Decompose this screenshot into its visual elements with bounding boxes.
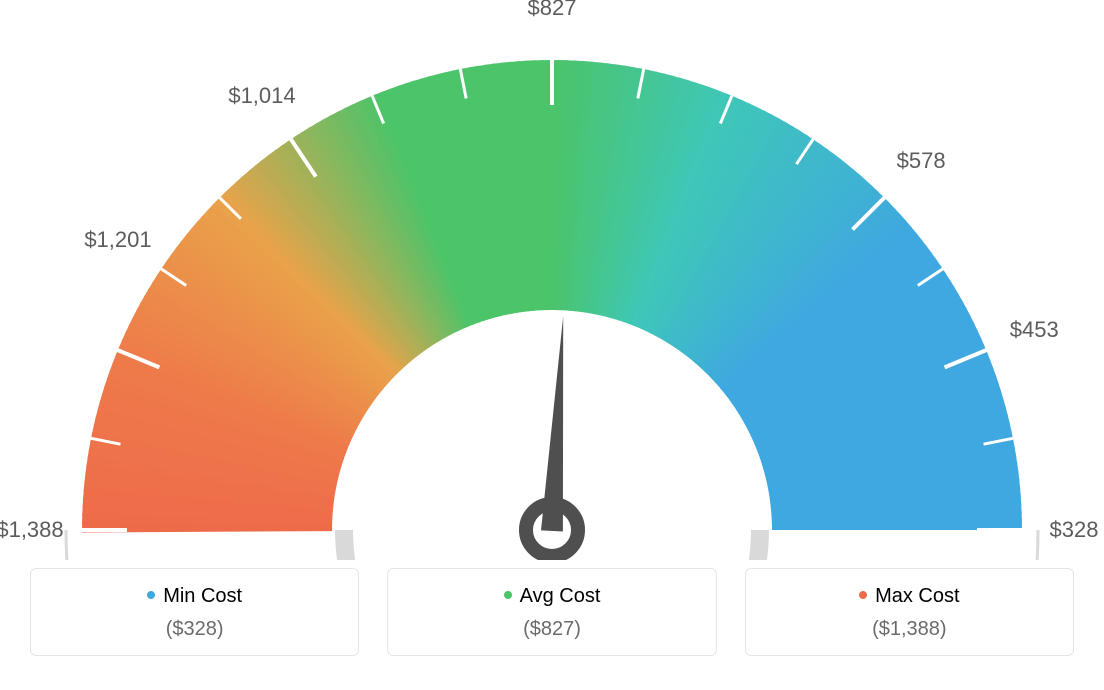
legend-title-max: Max Cost (758, 585, 1061, 608)
gauge-tick-label: $827 (528, 0, 577, 21)
legend-title-avg: Avg Cost (400, 585, 703, 608)
legend-label: Min Cost (163, 585, 242, 607)
cost-gauge: $328 $453 $578 $827 $1,014 $1,201 $1,388 (0, 0, 1104, 560)
dot-icon (504, 591, 512, 599)
gauge-tick-label: $453 (1010, 317, 1059, 343)
gauge-svg (0, 0, 1104, 560)
gauge-tick-label: $578 (897, 148, 946, 174)
legend-card-avg: Avg Cost ($827) (387, 568, 716, 656)
gauge-tick-label: $328 (1050, 517, 1099, 543)
dot-icon (859, 591, 867, 599)
legend-title-min: Min Cost (43, 585, 346, 608)
gauge-tick-label: $1,201 (84, 227, 151, 253)
legend-value-min: ($328) (43, 618, 346, 641)
gauge-tick-label: $1,388 (0, 517, 64, 543)
legend-row: Min Cost ($328) Avg Cost ($827) Max Cost… (0, 568, 1104, 656)
legend-label: Max Cost (875, 585, 959, 607)
dot-icon (147, 591, 155, 599)
legend-value-avg: ($827) (400, 618, 703, 641)
gauge-tick-label: $1,014 (228, 83, 295, 109)
legend-value-max: ($1,388) (758, 618, 1061, 641)
legend-label: Avg Cost (520, 585, 601, 607)
legend-card-min: Min Cost ($328) (30, 568, 359, 656)
legend-card-max: Max Cost ($1,388) (745, 568, 1074, 656)
